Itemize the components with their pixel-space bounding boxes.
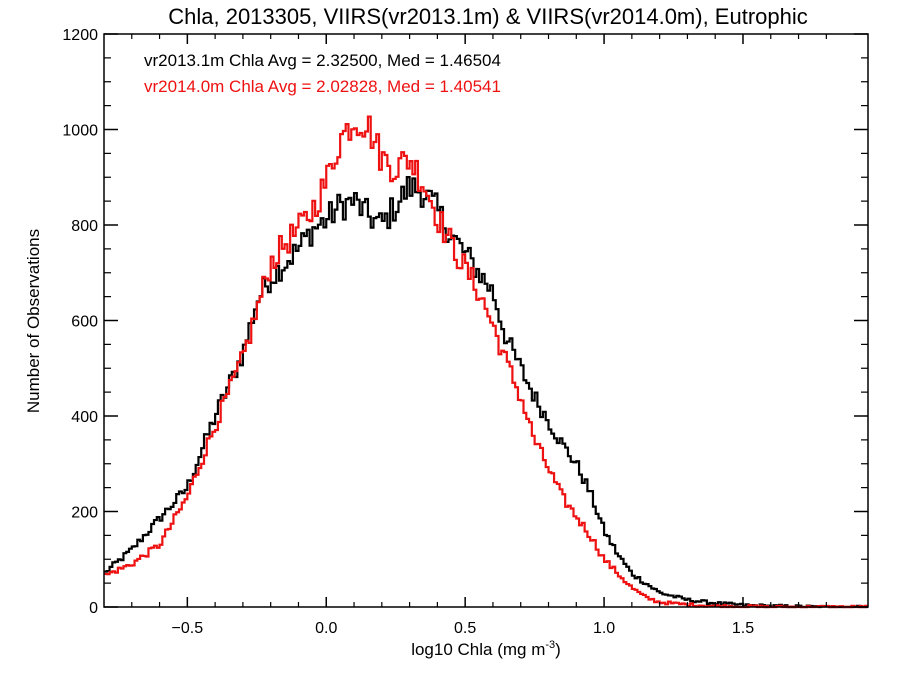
- y-axis-label: Number of Observations: [24, 229, 43, 413]
- plot-frame: [103, 33, 869, 608]
- histogram-series-1: [104, 115, 868, 609]
- x-axis: −0.5 0.0 0.5 1.0 1.5: [131, 34, 827, 637]
- plot-series: [104, 115, 868, 609]
- y-axis: 0 200 400 600 800 1000 1200: [62, 27, 868, 617]
- y-tick-label: 400: [71, 409, 98, 426]
- x-axis-label: log10 Chla (mg m-3): [411, 639, 561, 659]
- x-tick-label: 1.5: [732, 620, 754, 637]
- y-tick-label: 1000: [62, 123, 98, 140]
- y-tick-label: 1200: [62, 27, 98, 44]
- y-tick-label: 200: [71, 505, 98, 522]
- x-tick-label: 0.5: [454, 620, 476, 637]
- x-tick-label: 0.0: [315, 620, 337, 637]
- x-tick-label: 1.0: [593, 620, 615, 637]
- x-tick-label: −0.5: [172, 620, 204, 637]
- legend-entry-vr2013: vr2013.1m Chla Avg = 2.32500, Med = 1.46…: [144, 51, 501, 70]
- y-tick-label: 0: [89, 600, 98, 617]
- y-tick-label: 800: [71, 218, 98, 235]
- histogram-series-0: [104, 176, 868, 609]
- legend-entry-vr2014: vr2014.0m Chla Avg = 2.02828, Med = 1.40…: [144, 77, 501, 96]
- chart-title: Chla, 2013305, VIIRS(vr2013.1m) & VIIRS(…: [168, 4, 808, 29]
- y-tick-label: 600: [71, 314, 98, 331]
